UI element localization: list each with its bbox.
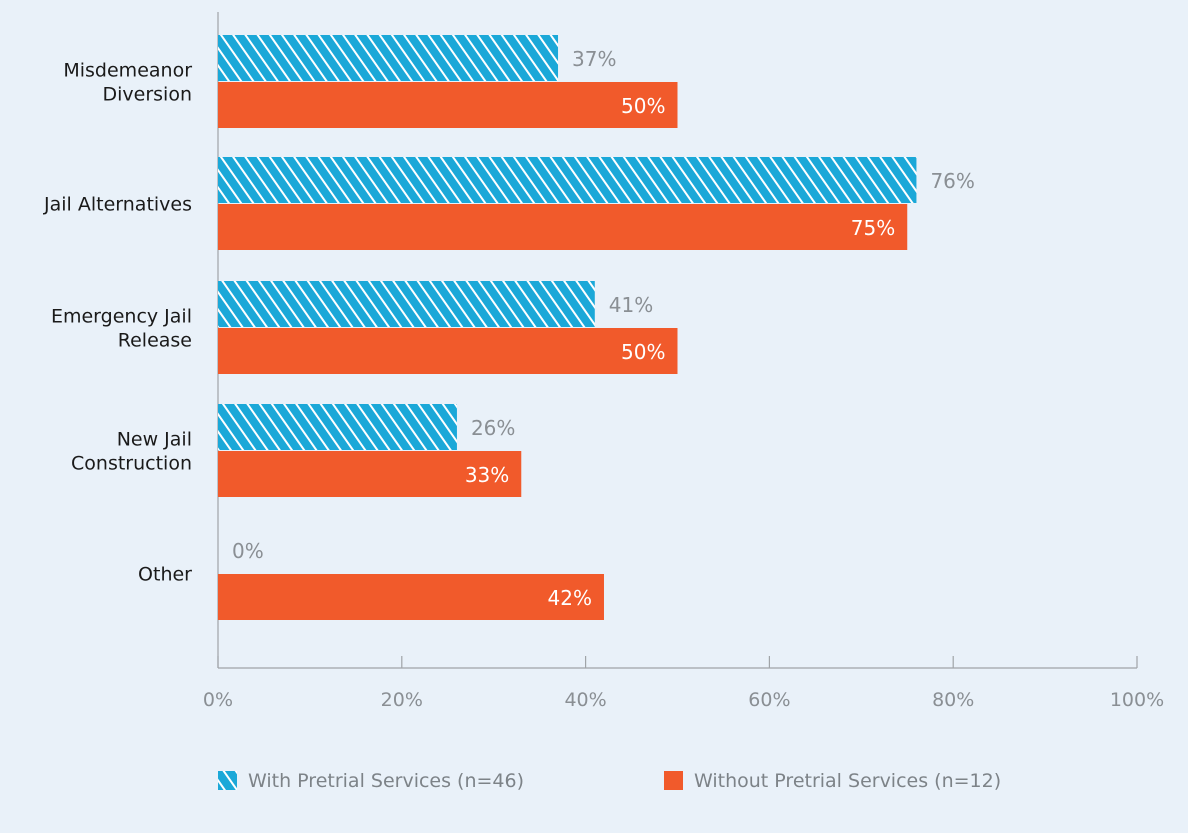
data-label-with-pretrial: 41%	[609, 293, 653, 317]
axis-layer: 0% 20% 40% 60% 80% 100%	[203, 12, 1164, 711]
data-label-without-pretrial: 75%	[851, 216, 895, 240]
data-label-with-pretrial: 26%	[471, 416, 515, 440]
category-label: Misdemeanor Diversion	[63, 60, 192, 106]
labels-layer: Misdemeanor Diversion Jail Alternatives Eme…	[43, 47, 975, 610]
x-tick-label: 40%	[564, 689, 606, 711]
x-tick-label: 0%	[203, 689, 233, 711]
bar-without-pretrial	[218, 574, 604, 620]
bar-with-pretrial	[218, 35, 559, 81]
x-tick-label: 60%	[748, 689, 790, 711]
bars-layer	[218, 35, 917, 620]
legend: With Pretrial Services (n=46) Without Pre…	[218, 770, 1001, 792]
category-label: Other	[138, 564, 192, 586]
category-label: New Jail Construction	[71, 429, 192, 475]
bar-with-pretrial	[218, 281, 595, 327]
data-label-without-pretrial: 50%	[621, 340, 665, 364]
bar-without-pretrial	[218, 82, 678, 128]
category-label: Emergency Jail Release	[51, 306, 192, 352]
x-tick-label: 80%	[932, 689, 974, 711]
x-tick-label: 20%	[381, 689, 423, 711]
bar-with-pretrial	[218, 157, 917, 203]
legend-label-without-pretrial: Without Pretrial Services (n=12)	[694, 770, 1001, 792]
legend-swatch-with-pretrial	[218, 771, 237, 790]
data-label-without-pretrial: 42%	[548, 586, 592, 610]
category-label: Jail Alternatives	[43, 194, 192, 216]
data-label-with-pretrial: 0%	[232, 539, 264, 563]
bar-without-pretrial	[218, 204, 908, 250]
data-label-without-pretrial: 33%	[465, 463, 509, 487]
legend-label-with-pretrial: With Pretrial Services (n=46)	[248, 770, 524, 792]
bar-with-pretrial	[218, 404, 457, 450]
bar-without-pretrial	[218, 328, 678, 374]
data-label-with-pretrial: 76%	[930, 169, 974, 193]
data-label-with-pretrial: 37%	[572, 47, 616, 71]
data-label-without-pretrial: 50%	[621, 94, 665, 118]
x-tick-label: 100%	[1110, 689, 1164, 711]
bar-without-pretrial	[218, 451, 522, 497]
legend-swatch-without-pretrial	[664, 771, 683, 790]
